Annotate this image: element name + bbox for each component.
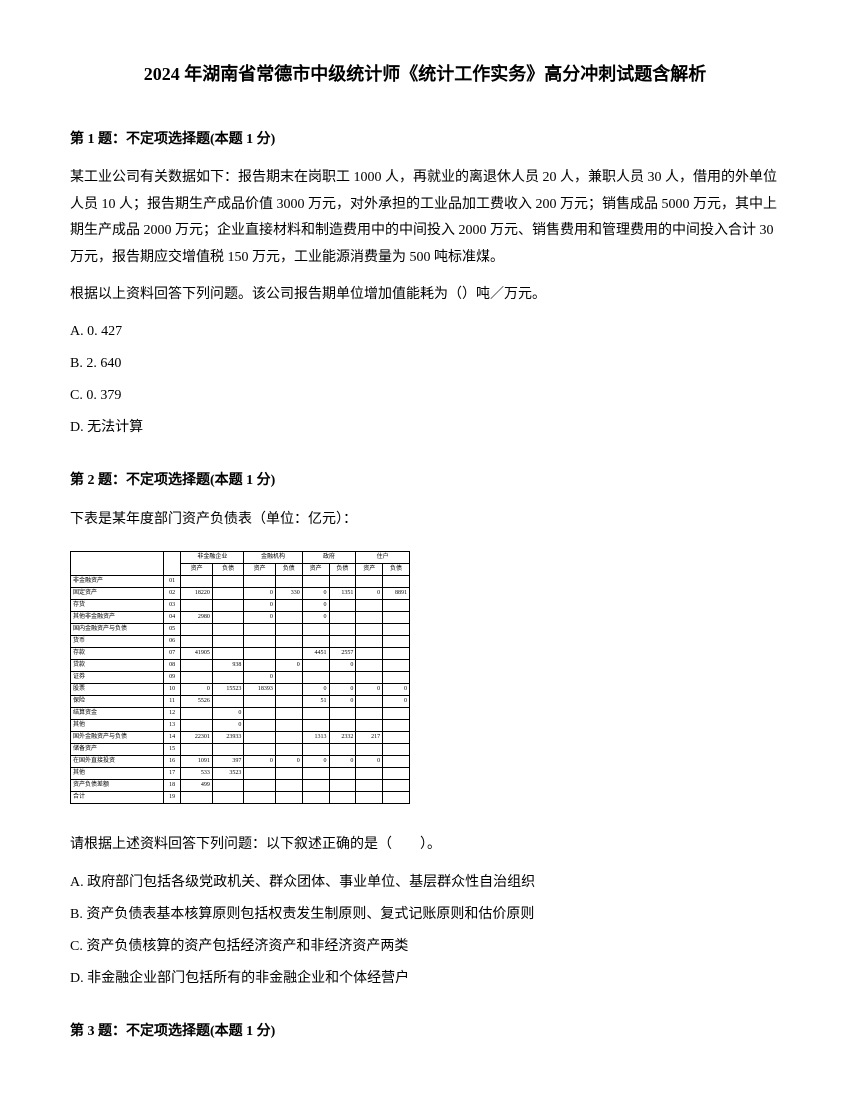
q1-body-1: 某工业公司有关数据如下：报告期末在岗职工 1000 人，再就业的离退休人员 20…: [70, 165, 780, 271]
q2-option-a: A. 政府部门包括各级党政机关、群众团体、事业单位、基层群众性自治组织: [70, 869, 780, 897]
balance-table-container: 非金融企业金融机构政府住户资产负债资产负债资产负债资产负债非金融资产01固定资产…: [70, 551, 780, 804]
q3-header: 第 3 题：不定项选择题(本题 1 分): [70, 1021, 780, 1043]
q2-option-c: C. 资产负债核算的资产包括经济资产和非经济资产两类: [70, 933, 780, 961]
q2-body-1: 下表是某年度部门资产负债表（单位：亿元）：: [70, 507, 780, 534]
q2-header: 第 2 题：不定项选择题(本题 1 分): [70, 470, 780, 492]
q1-body-2: 根据以上资料回答下列问题。该公司报告期单位增加值能耗为（）吨／万元。: [70, 282, 780, 309]
q2-option-b: B. 资产负债表基本核算原则包括权责发生制原则、复式记账原则和估价原则: [70, 901, 780, 929]
q2-body-2: 请根据上述资料回答下列问题：以下叙述正确的是（ ）。: [70, 832, 780, 859]
q1-option-d: D. 无法计算: [70, 414, 780, 442]
q1-option-b: B. 2. 640: [70, 350, 780, 378]
q1-option-c: C. 0. 379: [70, 382, 780, 410]
page-title: 2024 年湖南省常德市中级统计师《统计工作实务》高分冲刺试题含解析: [70, 60, 780, 89]
balance-sheet-table: 非金融企业金融机构政府住户资产负债资产负债资产负债资产负债非金融资产01固定资产…: [70, 551, 410, 804]
q1-header: 第 1 题：不定项选择题(本题 1 分): [70, 129, 780, 151]
q2-option-d: D. 非金融企业部门包括所有的非金融企业和个体经营户: [70, 965, 780, 993]
q1-option-a: A. 0. 427: [70, 318, 780, 346]
